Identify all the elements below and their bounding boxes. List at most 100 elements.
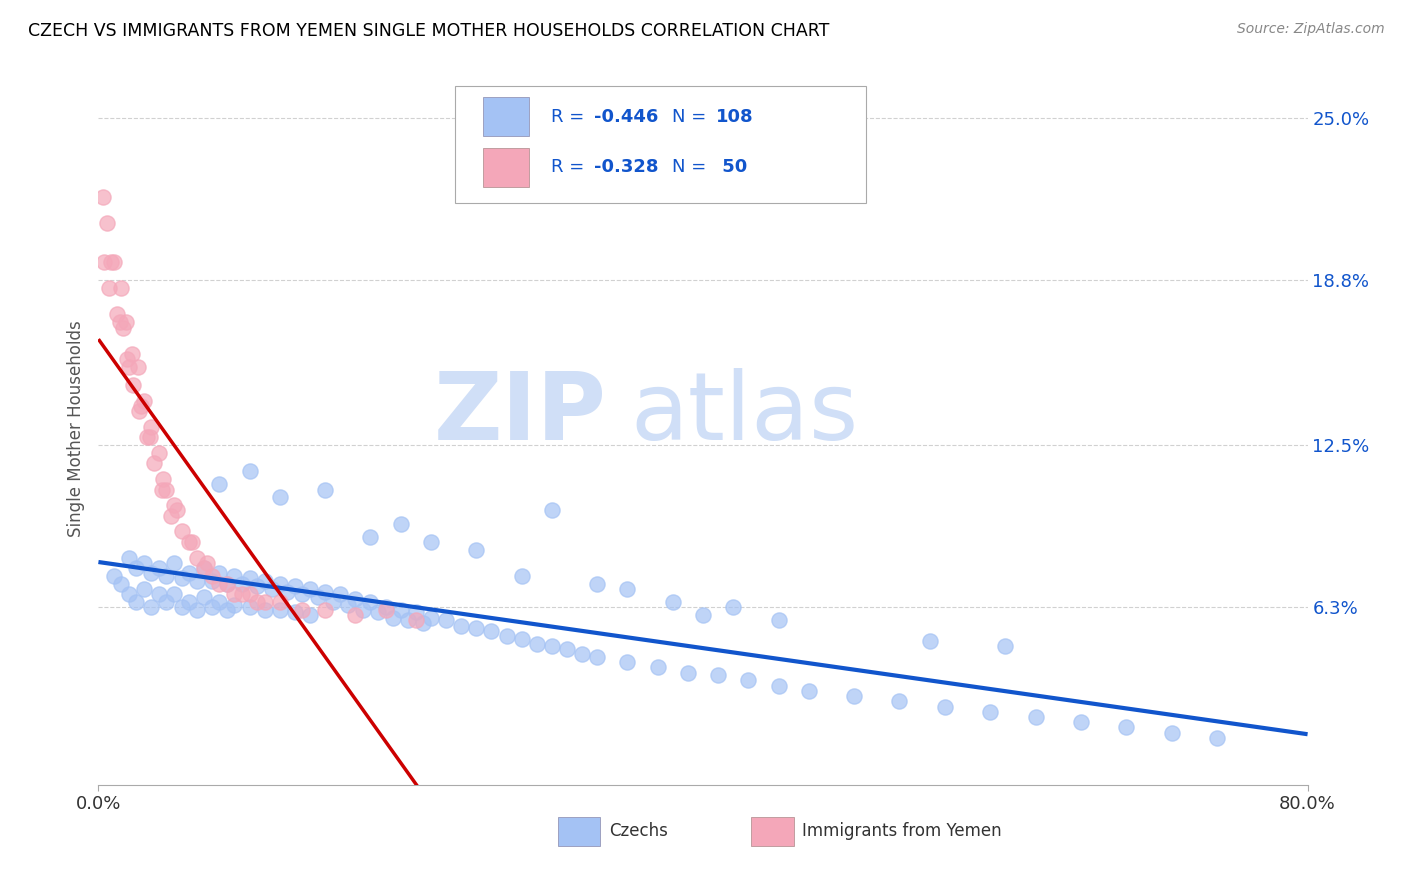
Point (336, 598, 359, 612)
Point (314, 483, 336, 497)
Point (934, 699, 956, 714)
Text: N =: N = (672, 108, 711, 126)
Point (246, 595, 269, 609)
Point (166, 503, 188, 517)
Point (111, 320, 134, 334)
Point (434, 613, 457, 627)
Point (737, 673, 759, 688)
Point (239, 571, 262, 585)
Point (1115, 721, 1137, 735)
Point (253, 603, 276, 617)
Point (540, 503, 562, 517)
Point (269, 603, 291, 617)
Text: CZECH VS IMMIGRANTS FROM YEMEN SINGLE MOTHER HOUSEHOLDS CORRELATION CHART: CZECH VS IMMIGRANTS FROM YEMEN SINGLE MO… (28, 22, 830, 40)
Y-axis label: Single Mother Households: Single Mother Households (66, 320, 84, 536)
Point (141, 566, 163, 581)
Point (96, 216, 118, 230)
Point (215, 603, 238, 617)
Point (450, 618, 472, 632)
Point (152, 472, 174, 486)
Point (155, 569, 177, 583)
Text: -0.328: -0.328 (595, 159, 658, 177)
Point (155, 483, 177, 497)
Point (186, 574, 208, 588)
Point (661, 595, 683, 609)
Point (129, 399, 152, 413)
Point (215, 576, 238, 591)
Point (367, 606, 389, 620)
Point (231, 587, 253, 601)
Point (141, 600, 163, 615)
Bar (482, 148, 529, 187)
Point (114, 315, 136, 329)
Point (239, 600, 262, 615)
Point (692, 608, 714, 623)
Point (299, 608, 322, 623)
Point (155, 595, 177, 609)
Text: Czechs: Czechs (609, 822, 668, 840)
Text: 50: 50 (716, 159, 748, 177)
Point (586, 649, 609, 664)
Point (616, 582, 638, 596)
Point (125, 561, 148, 575)
Point (186, 550, 208, 565)
Point (110, 576, 132, 591)
Point (179, 595, 201, 609)
Point (1160, 725, 1182, 739)
Point (314, 584, 336, 599)
Point (163, 498, 186, 512)
Point (170, 600, 193, 615)
Point (291, 603, 314, 617)
Point (540, 640, 562, 654)
Point (170, 571, 193, 585)
Point (420, 610, 443, 624)
Text: R =: R = (551, 108, 589, 126)
Point (1024, 710, 1046, 724)
Point (108, 315, 131, 329)
Point (374, 603, 396, 617)
Point (269, 576, 291, 591)
Point (676, 665, 699, 680)
Point (215, 576, 238, 591)
Point (118, 550, 141, 565)
Point (148, 587, 170, 601)
Point (586, 576, 609, 591)
Point (314, 603, 336, 617)
Point (132, 393, 155, 408)
Point (412, 615, 434, 630)
Point (231, 576, 253, 591)
Point (797, 684, 820, 698)
Point (195, 556, 218, 570)
Point (141, 420, 163, 434)
Text: -0.446: -0.446 (595, 108, 658, 126)
Point (307, 590, 329, 604)
Point (269, 595, 291, 609)
Point (889, 694, 911, 708)
Point (405, 606, 427, 620)
Point (193, 590, 215, 604)
Point (181, 534, 204, 549)
Point (186, 603, 208, 617)
Point (616, 655, 638, 669)
Point (420, 534, 443, 549)
Point (125, 595, 148, 609)
Point (918, 634, 941, 648)
Point (979, 705, 1001, 719)
Point (389, 603, 412, 617)
Point (1070, 715, 1092, 730)
Point (465, 542, 488, 557)
Point (193, 561, 215, 575)
Point (201, 600, 224, 615)
Point (208, 576, 231, 591)
Point (148, 561, 170, 575)
Point (118, 587, 141, 601)
Point (246, 579, 269, 593)
Point (239, 587, 262, 601)
Point (253, 574, 276, 588)
Point (510, 632, 533, 646)
Point (526, 637, 548, 651)
Point (1206, 731, 1229, 745)
Point (91, 190, 114, 204)
Point (844, 689, 866, 703)
Point (122, 378, 145, 392)
